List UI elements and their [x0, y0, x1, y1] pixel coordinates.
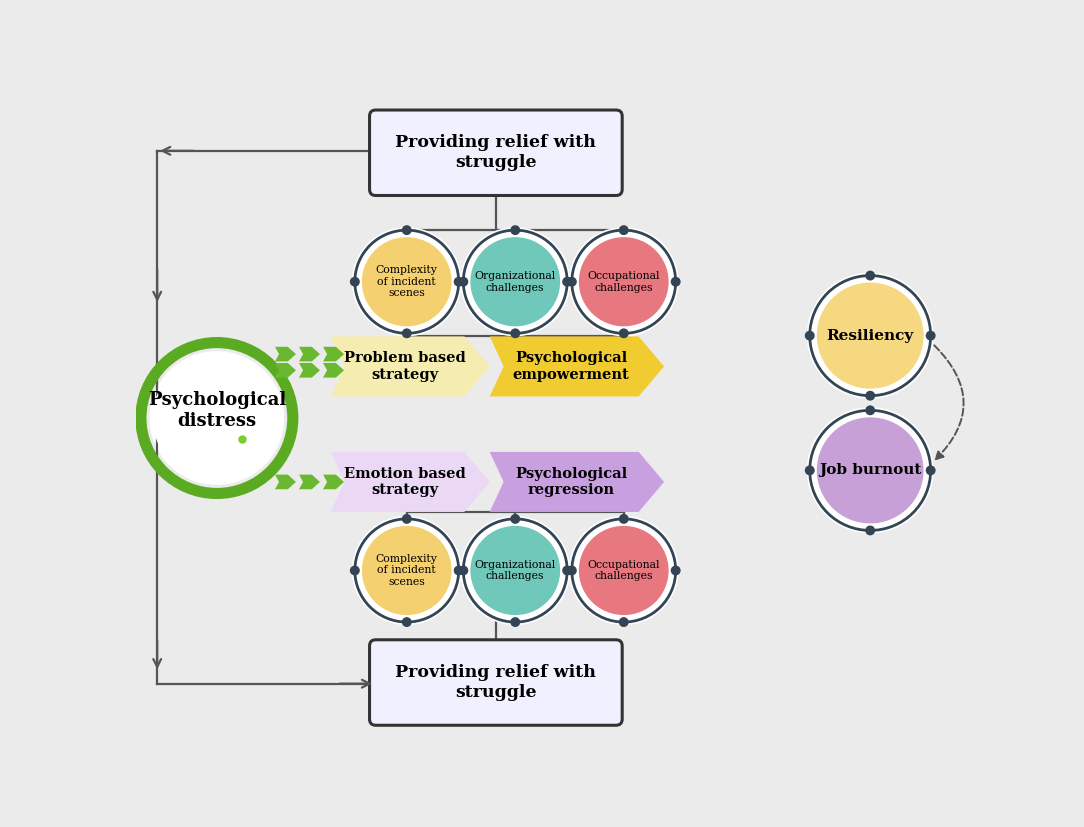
Circle shape	[927, 332, 934, 340]
Circle shape	[362, 238, 451, 326]
Circle shape	[402, 329, 411, 337]
Circle shape	[459, 566, 467, 575]
Circle shape	[402, 514, 411, 523]
Circle shape	[350, 278, 359, 286]
Circle shape	[563, 566, 571, 575]
Circle shape	[671, 278, 680, 286]
Circle shape	[817, 418, 922, 523]
Circle shape	[580, 527, 668, 614]
Circle shape	[805, 332, 814, 340]
Circle shape	[454, 566, 463, 575]
Polygon shape	[331, 452, 490, 512]
Circle shape	[808, 273, 933, 398]
Circle shape	[350, 566, 359, 575]
Circle shape	[511, 618, 519, 626]
Circle shape	[472, 238, 559, 326]
Text: Problem based
strategy: Problem based strategy	[344, 351, 465, 381]
Polygon shape	[323, 475, 344, 490]
Circle shape	[454, 278, 463, 286]
Text: Organizational
challenges: Organizational challenges	[475, 271, 556, 293]
Text: Occupational
challenges: Occupational challenges	[588, 560, 660, 581]
Circle shape	[619, 329, 628, 337]
Polygon shape	[323, 363, 344, 378]
Polygon shape	[331, 337, 490, 396]
Circle shape	[402, 226, 411, 234]
Circle shape	[619, 514, 628, 523]
Circle shape	[563, 278, 571, 286]
Text: Resiliency: Resiliency	[827, 328, 914, 342]
Circle shape	[866, 526, 875, 535]
Circle shape	[866, 271, 875, 280]
Text: Psychological
empowerment: Psychological empowerment	[513, 351, 630, 381]
Circle shape	[619, 226, 628, 234]
Circle shape	[671, 566, 680, 575]
Text: Complexity
of incident
scenes: Complexity of incident scenes	[376, 265, 438, 299]
Circle shape	[151, 351, 284, 485]
FancyArrowPatch shape	[934, 346, 964, 459]
Polygon shape	[275, 363, 296, 378]
Circle shape	[927, 466, 934, 475]
FancyBboxPatch shape	[370, 640, 622, 725]
FancyBboxPatch shape	[370, 110, 622, 195]
Text: Psychological
regression: Psychological regression	[515, 466, 628, 497]
Circle shape	[817, 284, 922, 388]
Text: Organizational
challenges: Organizational challenges	[475, 560, 556, 581]
Text: Providing relief with
struggle: Providing relief with struggle	[396, 664, 596, 700]
Circle shape	[569, 517, 678, 624]
Polygon shape	[275, 347, 296, 361]
Text: Psychological
distress: Psychological distress	[147, 391, 286, 430]
Circle shape	[362, 527, 451, 614]
Circle shape	[511, 514, 519, 523]
Circle shape	[352, 227, 461, 336]
Circle shape	[153, 355, 281, 481]
Circle shape	[402, 618, 411, 626]
Polygon shape	[490, 337, 664, 396]
Circle shape	[461, 517, 569, 624]
Polygon shape	[299, 347, 320, 361]
Polygon shape	[490, 452, 664, 512]
Circle shape	[568, 566, 576, 575]
Text: Job burnout: Job burnout	[820, 463, 921, 477]
Circle shape	[461, 227, 569, 336]
Polygon shape	[275, 475, 296, 490]
Circle shape	[459, 278, 467, 286]
Polygon shape	[299, 363, 320, 378]
Text: Occupational
challenges: Occupational challenges	[588, 271, 660, 293]
Text: Emotion based
strategy: Emotion based strategy	[344, 466, 465, 497]
Circle shape	[619, 618, 628, 626]
Text: Providing relief with
struggle: Providing relief with struggle	[396, 135, 596, 171]
Circle shape	[511, 226, 519, 234]
Circle shape	[805, 466, 814, 475]
Circle shape	[511, 329, 519, 337]
Circle shape	[580, 238, 668, 326]
Text: Complexity
of incident
scenes: Complexity of incident scenes	[376, 554, 438, 587]
Circle shape	[568, 278, 576, 286]
Circle shape	[808, 408, 933, 533]
Polygon shape	[299, 475, 320, 490]
Circle shape	[866, 406, 875, 414]
Polygon shape	[323, 347, 344, 361]
Circle shape	[472, 527, 559, 614]
Circle shape	[352, 517, 461, 624]
Circle shape	[569, 227, 678, 336]
Circle shape	[866, 391, 875, 400]
